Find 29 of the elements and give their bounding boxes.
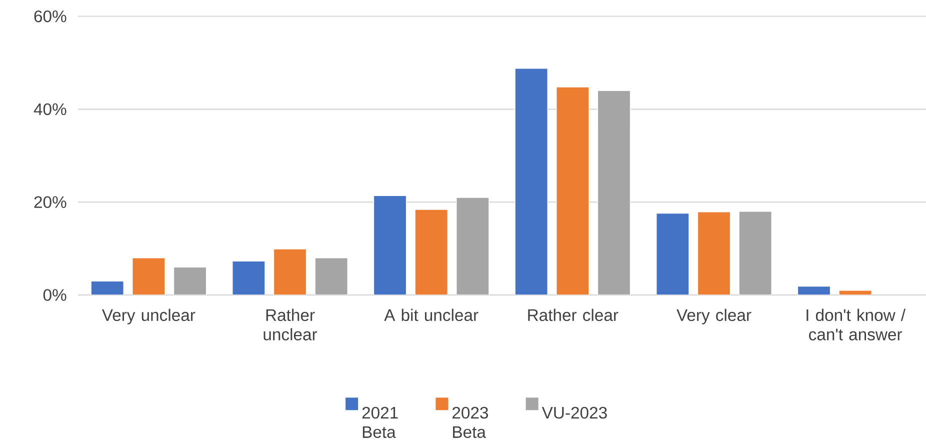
bar	[414, 209, 448, 295]
bar	[838, 290, 872, 295]
bar	[373, 195, 407, 295]
bar	[514, 68, 548, 295]
x-tick-label: Very unclear	[102, 308, 196, 324]
x-tick-label: Very clear	[676, 308, 752, 324]
bar	[556, 86, 590, 295]
x-tick-label: Rather unclear	[264, 308, 318, 340]
y-tick-label: 60%	[34, 10, 66, 22]
bar	[738, 210, 772, 295]
bar	[232, 260, 266, 295]
y-tick-label: 0%	[43, 289, 66, 301]
x-tick-label: Rather clear	[528, 308, 618, 322]
legend-label: 2023 Beta	[452, 406, 488, 438]
bar	[173, 266, 207, 295]
y-tick-label: 20%	[34, 196, 66, 208]
bar	[132, 257, 166, 295]
bar	[656, 212, 690, 295]
legend-label: 2021 Beta	[362, 406, 398, 438]
bar	[273, 248, 307, 295]
x-tick-label: A bit unclear	[384, 308, 478, 322]
bar	[597, 90, 631, 295]
x-tick-label: I don't know / can't answer	[806, 308, 906, 340]
bar	[456, 197, 490, 295]
bar	[314, 257, 348, 295]
bar	[697, 211, 731, 295]
y-tick-label: 40%	[34, 103, 66, 116]
bar	[91, 281, 124, 295]
legend-label: VU-2023	[542, 406, 607, 419]
